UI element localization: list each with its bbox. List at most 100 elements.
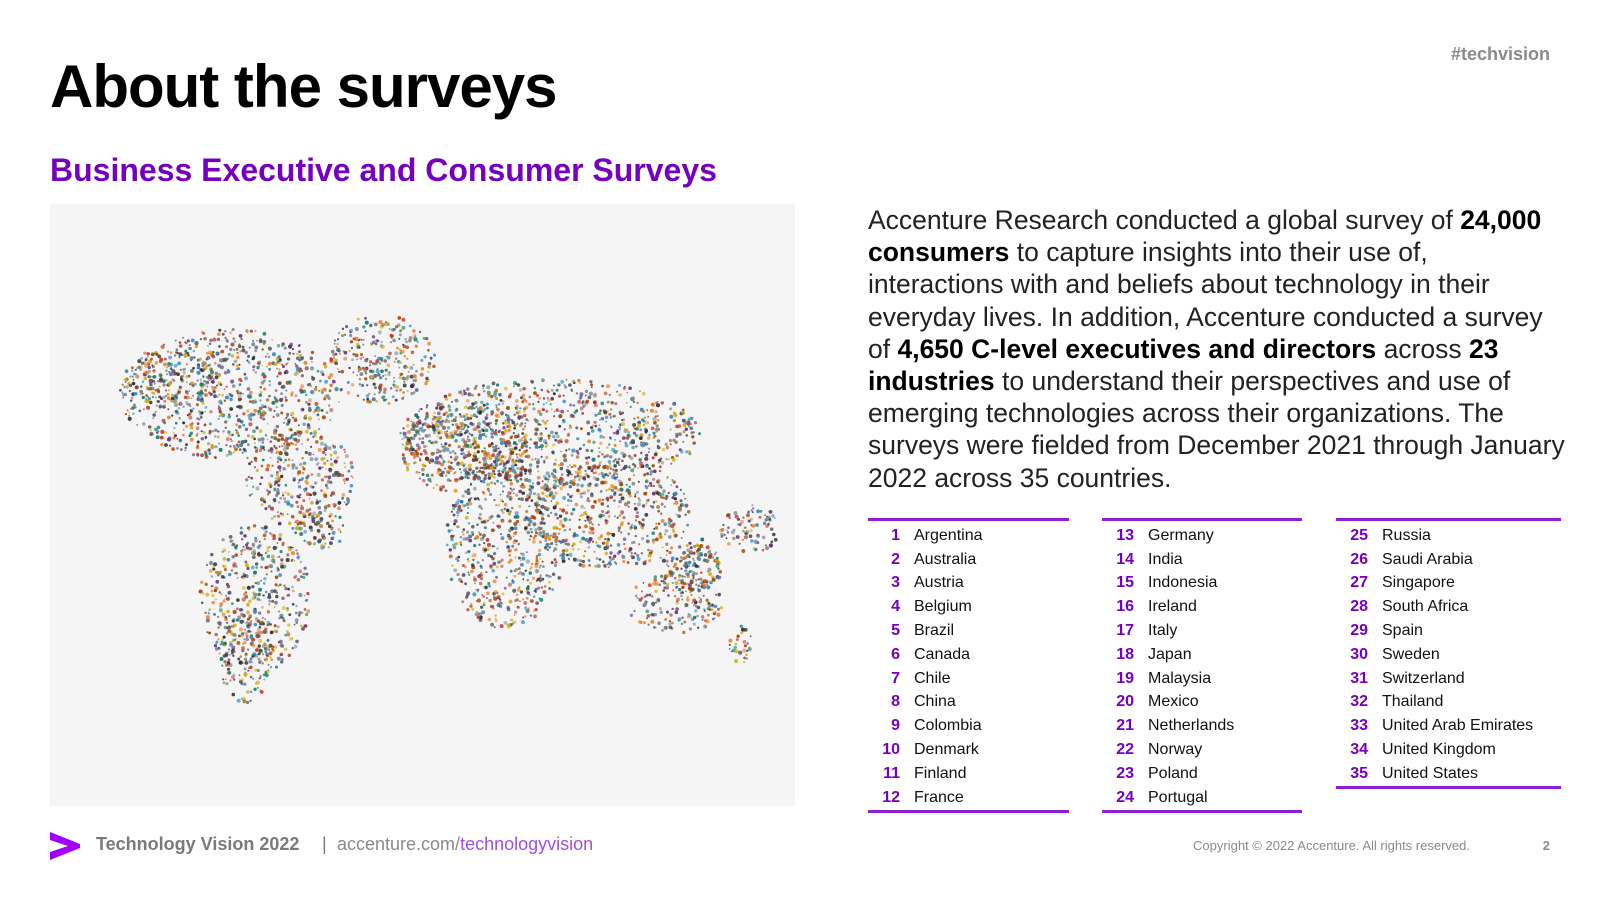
intro-bold-industries: 23 industries [868, 333, 1499, 397]
country-list-item: 29 Spain [1336, 619, 1561, 643]
country-list-item: 17 Italy [1102, 619, 1302, 643]
country-name: United States [1382, 764, 1479, 782]
country-list-item: 2 Australia [868, 548, 1069, 572]
country-name: Belgium [914, 598, 972, 616]
country-number: 4 [891, 598, 900, 616]
country-number: 18 [1116, 645, 1134, 663]
intro-bold-consumers: 24,000 consumers [868, 205, 1542, 268]
page-number: 2 [1542, 838, 1550, 853]
country-number: 17 [1116, 622, 1134, 640]
country-name: Brazil [914, 622, 955, 640]
country-list-item: 6 Canada [868, 643, 1069, 667]
footer-separator: | [322, 834, 327, 854]
country-list-item: 33 United Arab Emirates [1336, 714, 1561, 738]
country-name: Saudi Arabia [1382, 550, 1473, 568]
country-number: 25 [1350, 526, 1368, 544]
intro-text-4: to understand their perspectives and use… [868, 366, 1565, 493]
country-number: 3 [891, 574, 900, 592]
country-list-item: 30 Sweden [1336, 643, 1561, 667]
country-name: Norway [1148, 741, 1203, 759]
country-list-column-2: 13 Germany 14 India 15 Indonesia 16 Ireland 17 It… [1102, 518, 1302, 813]
country-name: Argentina [914, 526, 983, 544]
country-number: 35 [1350, 764, 1368, 782]
country-list-item: 10 Denmark [868, 738, 1069, 762]
intro-text-1: Accenture Research conducted a global su… [868, 205, 1461, 235]
country-name: Poland [1148, 764, 1198, 782]
country-name: China [914, 693, 956, 711]
country-name: Italy [1148, 622, 1178, 640]
country-name: Mexico [1148, 693, 1199, 711]
country-list-item: 1 Argentina [868, 524, 1069, 548]
country-list-item: 20 Mexico [1102, 691, 1302, 715]
country-name: Australia [914, 550, 977, 568]
country-number: 12 [882, 788, 900, 806]
country-name: Germany [1148, 526, 1214, 544]
country-number: 24 [1116, 788, 1134, 806]
country-list-item: 8 China [868, 691, 1069, 715]
country-number: 15 [1116, 574, 1134, 592]
country-number: 13 [1116, 526, 1134, 544]
country-number: 34 [1350, 741, 1368, 759]
country-name: Netherlands [1148, 717, 1235, 735]
country-number: 32 [1350, 693, 1368, 711]
country-list-item: 24 Portugal [1102, 786, 1302, 810]
country-list-item: 13 Germany [1102, 524, 1302, 548]
country-name: United Arab Emirates [1382, 717, 1534, 735]
country-number: 26 [1350, 550, 1368, 568]
intro-text-2: to capture insights into their use of, i… [868, 237, 1543, 364]
country-number: 30 [1350, 645, 1368, 663]
country-number: 1 [891, 526, 900, 544]
footer-brand: Technology Vision 2022 [96, 834, 300, 854]
country-list-item: 26 Saudi Arabia [1336, 548, 1561, 572]
country-number: 14 [1116, 550, 1134, 568]
country-name: South Africa [1382, 598, 1469, 616]
intro-text-3: across [1376, 333, 1469, 364]
country-name: France [914, 788, 964, 806]
country-list-item: 4 Belgium [868, 595, 1069, 619]
country-list-item: 31 Switzerland [1336, 667, 1561, 691]
country-list-item: 27 Singapore [1336, 572, 1561, 596]
footer-url-link[interactable]: accenture.com/technologyvision [337, 834, 593, 855]
country-name: Indonesia [1148, 574, 1218, 592]
country-name: Malaysia [1148, 669, 1212, 687]
country-number: 19 [1116, 669, 1134, 687]
survey-intro: Accenture Research conducted a global su… [868, 204, 1568, 494]
country-number: 10 [882, 741, 900, 759]
country-number: 9 [891, 717, 900, 735]
country-name: Japan [1148, 645, 1192, 663]
intro-bold-executives: 4,650 C-level executives and directors [897, 333, 1377, 364]
country-number: 33 [1350, 717, 1368, 735]
country-number: 6 [891, 645, 900, 663]
country-name: India [1148, 550, 1183, 568]
country-list-item: 22 Norway [1102, 738, 1302, 762]
country-list-item: 7 Chile [868, 667, 1069, 691]
footer-url-domain: accenture.com/ [337, 834, 461, 854]
country-name: United Kingdom [1382, 741, 1496, 759]
copyright: Copyright © 2022 Accenture. All rights r… [1193, 838, 1470, 853]
accenture-chevron-icon [50, 832, 80, 860]
country-name: Russia [1382, 526, 1431, 544]
country-name: Colombia [914, 717, 982, 735]
country-number: 7 [891, 669, 900, 687]
page-title: About the surveys [50, 53, 557, 120]
world-map-crowd-icon [119, 316, 778, 704]
country-number: 5 [891, 622, 900, 640]
country-number: 20 [1116, 693, 1134, 711]
country-number: 21 [1116, 717, 1134, 735]
country-number: 8 [891, 693, 900, 711]
country-list-item: 25 Russia [1336, 524, 1561, 548]
page-subtitle: Business Executive and Consumer Surveys [50, 152, 717, 188]
country-name: Denmark [914, 741, 979, 759]
country-name: Austria [914, 574, 964, 592]
country-list-item: 3 Austria [868, 572, 1069, 596]
country-number: 28 [1350, 598, 1368, 616]
country-name: Portugal [1148, 788, 1208, 806]
country-list-item: 9 Colombia [868, 714, 1069, 738]
country-name: Canada [914, 645, 971, 663]
country-number: 22 [1116, 741, 1134, 759]
country-list-item: 14 India [1102, 548, 1302, 572]
country-list-item: 12 France [868, 786, 1069, 810]
country-name: Sweden [1382, 645, 1440, 663]
country-list-item: 11 Finland [868, 762, 1069, 786]
country-list-item: 18 Japan [1102, 643, 1302, 667]
